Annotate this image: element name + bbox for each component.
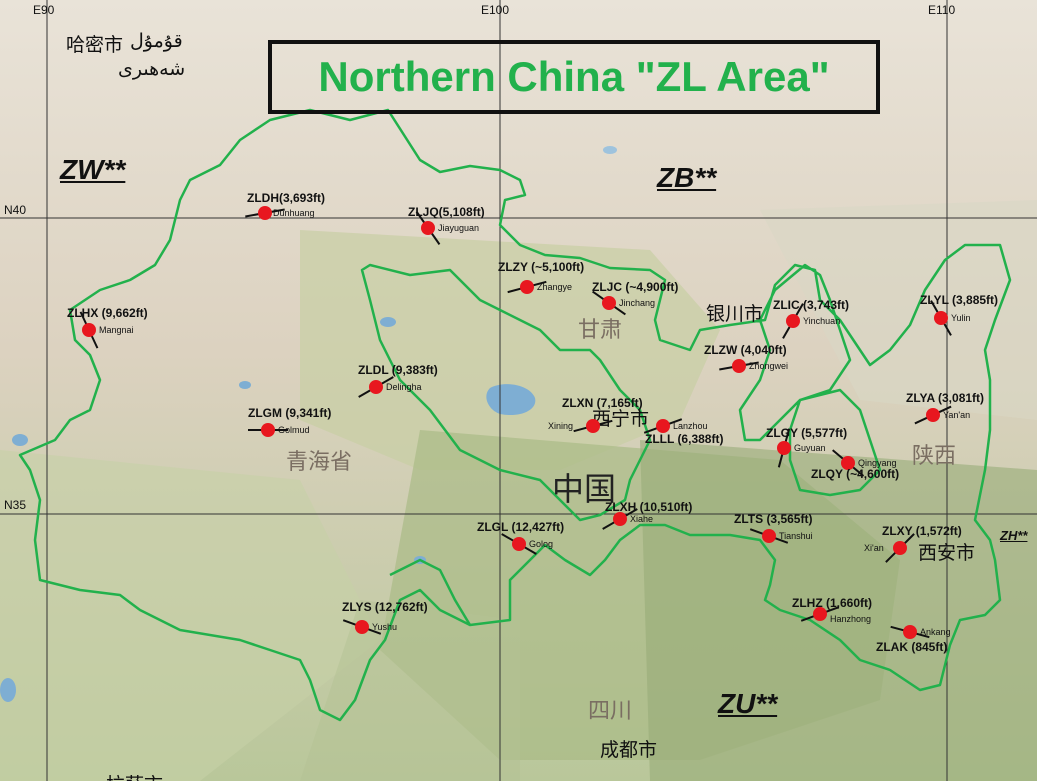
zone-label-zw: ZW** xyxy=(60,154,126,185)
airport-marker[interactable] xyxy=(512,537,526,551)
lon-label-e100: E100 xyxy=(481,3,510,17)
lat-label-n35: N35 xyxy=(4,498,27,512)
airport-code-label: ZLYL (3,885ft) xyxy=(920,293,999,307)
airport-code-label: ZLTS (3,565ft) xyxy=(734,512,813,526)
airport-code-label: ZLLL (6,388ft) xyxy=(645,432,724,446)
airport-code-label: ZLGM (9,341ft) xyxy=(248,406,332,420)
place-bottom-partial: 拉萨市 xyxy=(106,770,163,781)
map-title: Northern China "ZL Area" xyxy=(318,53,830,100)
airport-code-label: ZLDH(3,693ft) xyxy=(247,191,326,205)
airport-marker[interactable] xyxy=(841,456,855,470)
airport-city-label: Hanzhong xyxy=(830,614,872,624)
airport-marker[interactable] xyxy=(369,380,383,394)
airport-marker[interactable] xyxy=(762,529,776,543)
airport-code-label: ZLIC (3,743ft) xyxy=(773,298,850,312)
airport-code-label: ZLZW (4,040ft) xyxy=(704,343,787,357)
airport-city-label: Golmud xyxy=(278,425,310,435)
airport-code-label: ZLAK (845ft) xyxy=(876,640,948,654)
airport-city-label: Qingyang xyxy=(858,458,897,468)
airport-code-label: ZLGY (5,577ft) xyxy=(766,426,848,440)
airport-code-label: ZLXY (1,572ft) xyxy=(882,524,962,538)
airport-code-label: ZLDL (9,383ft) xyxy=(358,363,438,377)
airport-marker[interactable] xyxy=(261,423,275,437)
airport-city-label: Jinchang xyxy=(619,298,656,308)
zone-label-zh: ZH** xyxy=(1000,528,1028,543)
airport-city-label: Delingha xyxy=(386,382,422,392)
airport-code-label: ZLXN (7,165ft) xyxy=(562,396,643,410)
airport-marker[interactable] xyxy=(613,512,627,526)
airport-city-label: Dunhuang xyxy=(273,208,315,218)
airport-city-label: Xining xyxy=(548,421,574,431)
airport-marker[interactable] xyxy=(656,419,670,433)
place-hami-uyghur: قۇمۇل xyxy=(130,30,183,52)
airport-city-label: Yushu xyxy=(372,622,398,632)
airport-city-label: Xi'an xyxy=(864,543,884,553)
airport-code-label: ZLYA (3,081ft) xyxy=(906,391,985,405)
airport-city-label: Golog xyxy=(529,539,554,549)
airport-city-label: Yinchuan xyxy=(803,316,841,326)
airport-marker[interactable] xyxy=(903,625,917,639)
airport-code-label: ZLYS (12,762ft) xyxy=(342,600,428,614)
airport-marker[interactable] xyxy=(893,541,907,555)
place-hami-uyghur-2: شەھىرى xyxy=(118,58,186,80)
airport-marker[interactable] xyxy=(934,311,948,325)
place-sichuan: 四川 xyxy=(588,699,633,724)
airport-code-label: ZLJC (~4,900ft) xyxy=(592,280,679,294)
place-gansu: 甘肃 xyxy=(578,318,623,343)
zl-area-boundary xyxy=(18,108,1012,722)
airport-marker[interactable] xyxy=(926,408,940,422)
place-hami: 哈密市 xyxy=(66,34,124,56)
airport-marker[interactable] xyxy=(421,221,435,235)
airport-city-label: Yan'an xyxy=(943,410,971,420)
airport-code-label: ZLGL (12,427ft) xyxy=(477,520,565,534)
airport-code-label: ZLZY (~5,100ft) xyxy=(498,260,585,274)
zone-label-zb: ZB** xyxy=(657,162,717,193)
airport-code-label: ZLQY (~4,600ft) xyxy=(811,467,900,481)
airport-marker[interactable] xyxy=(786,314,800,328)
airport-city-label: Zhongwei xyxy=(749,361,789,371)
place-chengdu: 成都市 xyxy=(600,739,658,761)
lon-label-e90: E90 xyxy=(33,3,55,17)
airport-code-label: ZLHZ (1,660ft) xyxy=(792,596,873,610)
place-yinchuan: 银川市 xyxy=(706,303,764,325)
place-xining: 西宁市 xyxy=(592,408,650,430)
airport-code-label: ZLXH (10,510ft) xyxy=(605,500,693,514)
map-title-box: Northern China "ZL Area" xyxy=(268,40,880,114)
airport-marker[interactable] xyxy=(777,441,791,455)
airport-city-label: Lanzhou xyxy=(673,421,708,431)
lon-label-e110: E110 xyxy=(928,3,956,17)
place-qinghai: 青海省 xyxy=(286,450,353,475)
airport-marker[interactable] xyxy=(355,620,369,634)
airport-code-label: ZLJQ(5,108ft) xyxy=(408,205,485,219)
place-xian: 西安市 xyxy=(918,542,976,564)
airport-city-label: Mangnai xyxy=(99,325,134,335)
place-china: 中国 xyxy=(552,470,617,508)
airport-code-label: ZLHX (9,662ft) xyxy=(67,306,148,320)
airport-city-label: Xiahe xyxy=(630,514,654,524)
airport-marker[interactable] xyxy=(602,296,616,310)
airport-city-label: Jiayuguan xyxy=(438,223,480,233)
airport-marker[interactable] xyxy=(586,419,600,433)
airport-city-label: Guyuan xyxy=(794,443,826,453)
airport-marker[interactable] xyxy=(732,359,746,373)
lat-label-n40: N40 xyxy=(4,203,27,217)
zone-label-zu: ZU** xyxy=(718,688,778,719)
place-shaanxi: 陕西 xyxy=(912,444,957,469)
airport-marker[interactable] xyxy=(82,323,96,337)
airport-city-label: Zhangye xyxy=(537,282,573,292)
airport-marker[interactable] xyxy=(813,607,827,621)
airport-city-label: Yulin xyxy=(951,313,971,323)
airport-marker[interactable] xyxy=(520,280,534,294)
airport-marker[interactable] xyxy=(258,206,272,220)
airport-city-label: Tianshui xyxy=(779,531,813,541)
airport-city-label: Ankang xyxy=(920,627,951,637)
